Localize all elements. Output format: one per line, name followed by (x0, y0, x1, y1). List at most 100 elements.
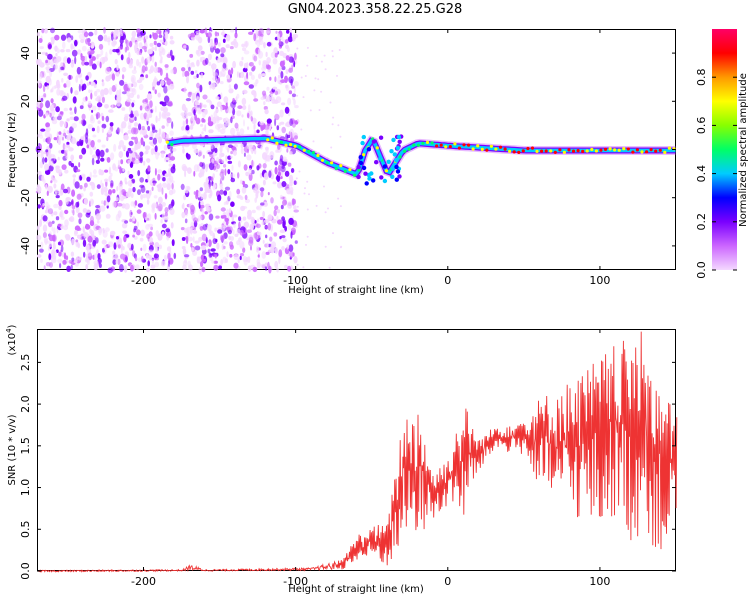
noise-blob (289, 32, 292, 39)
noise-blob (293, 256, 298, 264)
noise-blob (320, 60, 323, 63)
noise-blob (261, 66, 267, 71)
noise-blob (199, 187, 203, 192)
noise-blob (136, 28, 141, 34)
noise-blob (69, 216, 75, 223)
noise-blob (46, 190, 49, 196)
noise-blob (232, 60, 237, 69)
noise-blob (193, 170, 196, 177)
noise-blob (213, 72, 218, 78)
noise-blob (50, 160, 54, 167)
noise-blob (170, 146, 174, 154)
noise-blob (40, 151, 44, 159)
noise-blob (133, 122, 139, 127)
noise-blob (78, 154, 83, 160)
noise-blob (76, 242, 80, 247)
noise-blob (204, 57, 209, 65)
signal-point (375, 146, 379, 150)
noise-blob (228, 84, 232, 89)
noise-blob (127, 147, 132, 152)
noise-blob (137, 203, 144, 208)
noise-blob (185, 118, 189, 125)
noise-blob (243, 40, 249, 48)
noise-blob (246, 237, 250, 241)
noise-blob (128, 150, 133, 154)
signal-point (562, 150, 567, 154)
noise-blob (155, 115, 158, 124)
noise-blob (219, 234, 225, 242)
signal-point (395, 145, 401, 151)
noise-blob (55, 52, 58, 57)
noise-blob (250, 116, 253, 122)
y-tick-label: 0.5 (19, 521, 32, 539)
noise-blob (236, 93, 240, 99)
noise-blob (166, 117, 172, 124)
noise-blob (97, 139, 102, 143)
noise-blob (279, 194, 283, 200)
noise-blob (255, 29, 259, 35)
noise-blob (154, 261, 160, 268)
noise-blob (120, 33, 124, 37)
noise-blob (57, 241, 62, 246)
spectrogram-x-axis-label: Height of straight line (km) (288, 285, 424, 296)
noise-blob (296, 205, 299, 208)
noise-blob (147, 165, 151, 172)
noise-blob (123, 134, 129, 141)
noise-blob (265, 51, 268, 57)
signal-point (498, 145, 503, 149)
noise-blob (300, 76, 303, 79)
noise-blob (193, 149, 199, 154)
noise-blob (226, 74, 231, 80)
signal-point (512, 150, 516, 154)
noise-blob (37, 133, 40, 138)
noise-blob (128, 64, 133, 69)
noise-blob (98, 263, 102, 268)
noise-blob (215, 108, 219, 113)
noise-blob (192, 236, 195, 243)
noise-blob (100, 179, 103, 188)
noise-blob (39, 248, 44, 253)
noise-blob (167, 259, 171, 268)
noise-blob (144, 217, 147, 221)
noise-blob (120, 159, 124, 165)
noise-blob (133, 66, 137, 71)
noise-blob (39, 102, 44, 108)
noise-blob (184, 111, 188, 119)
noise-blob (243, 81, 250, 86)
noise-blob (291, 85, 295, 89)
noise-blob (116, 64, 119, 71)
noise-blob (157, 173, 161, 181)
noise-blob (186, 75, 189, 84)
noise-blob (91, 127, 95, 132)
noise-blob (158, 111, 162, 120)
noise-blob (163, 254, 167, 262)
noise-blob (185, 98, 191, 102)
chart-title: GN04.2023.358.22.25.G28 (287, 2, 463, 17)
noise-blob (89, 220, 95, 227)
noise-blob (222, 38, 226, 43)
noise-blob (326, 157, 329, 160)
noise-blob (204, 108, 208, 115)
signal-point (613, 148, 617, 152)
noise-blob (155, 246, 159, 253)
noise-blob (46, 85, 49, 90)
noise-blob (204, 186, 209, 194)
noise-blob (192, 230, 198, 234)
noise-blob (70, 87, 73, 94)
x-tick-label: 0 (444, 274, 451, 287)
noise-blob (162, 182, 168, 188)
y-tick-label: 0.0 (19, 562, 32, 580)
noise-blob (284, 39, 289, 44)
noise-blob (103, 186, 108, 193)
y-tick-label: -40 (19, 237, 32, 255)
noise-blob (269, 236, 273, 242)
noise-blob (225, 44, 230, 49)
noise-blob (72, 205, 76, 210)
noise-blob (113, 242, 117, 250)
noise-blob (153, 66, 159, 74)
noise-blob (154, 105, 157, 113)
noise-blob (331, 123, 334, 126)
noise-blob (256, 231, 262, 236)
noise-blob (91, 182, 96, 191)
noise-blob (53, 58, 59, 64)
